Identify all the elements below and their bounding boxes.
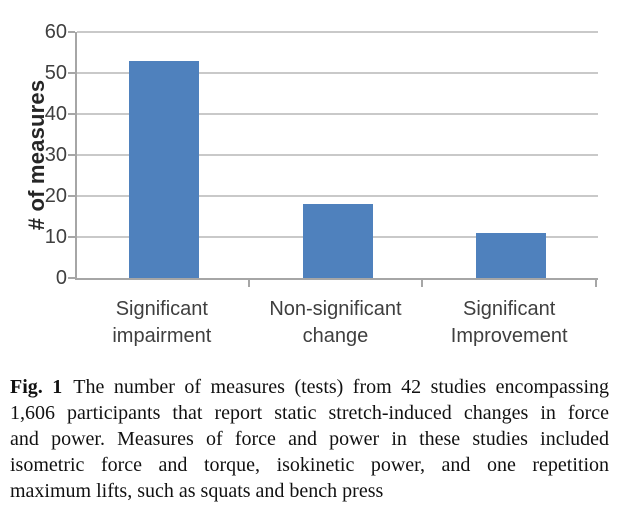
gridline (77, 31, 598, 33)
caption-line: isometric force and torque, isokinetic p… (10, 454, 609, 476)
category-label: Non-significant change (269, 298, 402, 347)
y-tick-label: 50 (44, 62, 67, 84)
gridline (77, 72, 598, 74)
y-tick-label: 60 (44, 21, 67, 43)
caption-line: maximum lifts, such as squats and bench … (10, 480, 384, 502)
category-label: Significant Improvement (450, 298, 568, 347)
y-tick-label: 40 (44, 103, 67, 125)
y-tick-mark (68, 31, 75, 33)
y-tick-label: 10 (44, 226, 67, 248)
y-tick-mark (68, 113, 75, 115)
gridline (77, 154, 598, 156)
y-tick-label: 0 (55, 267, 67, 289)
caption-line: 1,606 participants that report static st… (10, 402, 609, 424)
y-tick-mark (68, 236, 75, 238)
figure-caption: Fig. 1 The number of measures (tests) fro… (10, 374, 609, 504)
bar-1 (128, 60, 199, 278)
caption-line: Fig. 1 The number of measures (tests) fro… (10, 374, 609, 400)
bar-3 (476, 232, 547, 278)
y-tick-mark (68, 195, 75, 197)
category-label: Significant impairment (112, 298, 212, 347)
y-tick-mark (68, 72, 75, 74)
figure-number-label: Fig. 1 (10, 376, 63, 398)
bar-chart: # of measures 0 10 20 30 40 50 60 Significant … (24, 21, 598, 347)
y-tick-label: 30 (44, 144, 67, 166)
caption-text: The number of measures (tests) from 42 s… (73, 376, 609, 398)
caption-line: and power. Measures of force and power i… (10, 428, 609, 450)
x-tick-mark (421, 280, 424, 287)
gridline (77, 195, 598, 197)
y-tick-mark (68, 154, 75, 156)
gridline (77, 113, 598, 115)
x-tick-mark (595, 280, 597, 287)
y-tick-mark (68, 277, 75, 279)
bar-2 (302, 204, 373, 278)
plot-area (75, 31, 598, 280)
y-tick-label: 20 (44, 185, 67, 207)
x-tick-mark (247, 280, 250, 287)
